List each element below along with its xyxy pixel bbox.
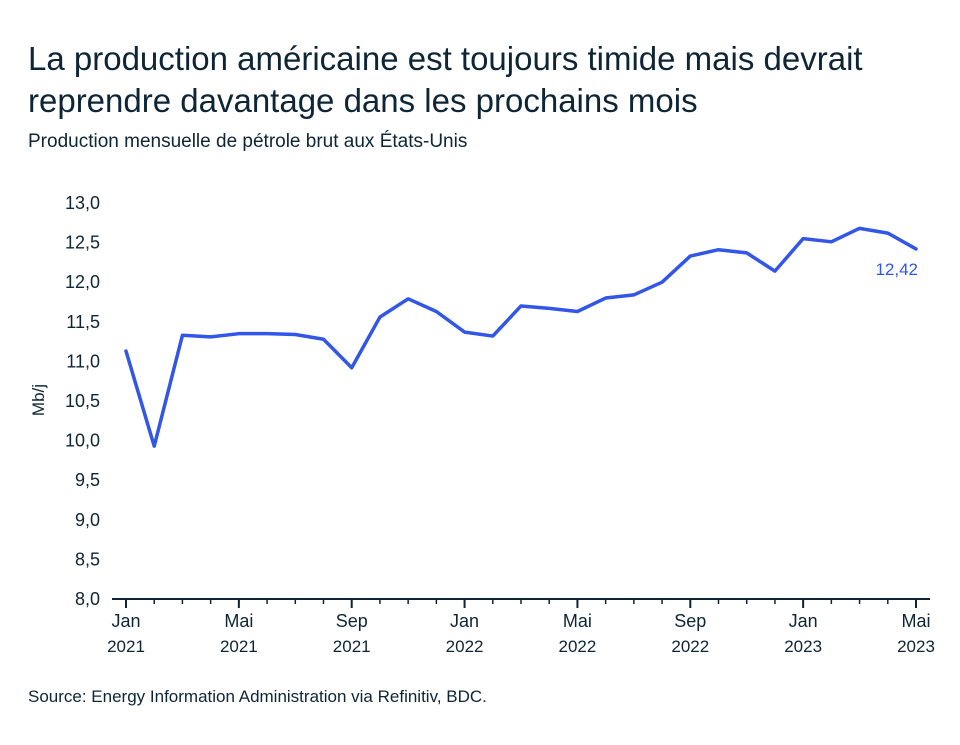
x-tick-label-year: 2022	[671, 637, 709, 656]
x-tick-label-year: 2021	[333, 637, 371, 656]
x-tick-label-year: 2021	[220, 637, 258, 656]
y-axis-label: Mb/j	[29, 384, 48, 416]
y-tick-label: 8,5	[75, 549, 100, 569]
y-tick-label: 12,5	[65, 233, 100, 253]
y-tick-label: 11,0	[66, 351, 100, 371]
x-tick-label-month: Jan	[450, 611, 479, 631]
y-tick-label: 10,0	[65, 431, 100, 451]
y-tick-label: 11,5	[66, 312, 100, 332]
source-note: Source: Energy Information Administratio…	[28, 687, 487, 706]
x-axis: Jan 2021 Mai 2021 Sep 2021 Jan 2022 Mai 2022 Sep 20…	[107, 598, 935, 656]
x-tick-label-month: Sep	[674, 611, 706, 631]
series-line	[124, 226, 918, 448]
y-tick-label: 13,0	[65, 193, 100, 213]
data-label: 12,42	[875, 260, 918, 279]
x-tick-label-month: Mai	[224, 611, 253, 631]
x-tick-label-year: 2021	[107, 637, 145, 656]
y-tick-label: 9,5	[75, 470, 100, 490]
chart-title: La production américaine est toujours ti…	[28, 40, 863, 119]
x-tick-label-year: 2022	[446, 637, 484, 656]
chart-subtitle: Production mensuelle de pétrole brut aux…	[28, 131, 468, 152]
y-tick-label: 12,0	[65, 272, 100, 292]
y-axis: 8,0 8,5 9,0 9,5 10,0 10,5 11,0 11,5 12,0 12,5 13,0	[65, 193, 100, 609]
y-tick-label: 8,0	[75, 589, 100, 609]
x-tick-label-month: Jan	[111, 611, 140, 631]
x-tick-label-month: Sep	[336, 611, 368, 631]
x-tick-label-month: Mai	[901, 611, 930, 631]
plot-area: 12,42	[124, 226, 918, 448]
x-tick-label-month: Mai	[563, 611, 592, 631]
y-tick-label: 10,5	[65, 391, 100, 411]
x-tick-label-year: 2023	[897, 637, 935, 656]
x-tick-label-year: 2022	[559, 637, 597, 656]
x-tick-label-month: Jan	[789, 611, 818, 631]
x-tick-label-year: 2023	[784, 637, 822, 656]
y-tick-label: 9,0	[75, 510, 100, 530]
